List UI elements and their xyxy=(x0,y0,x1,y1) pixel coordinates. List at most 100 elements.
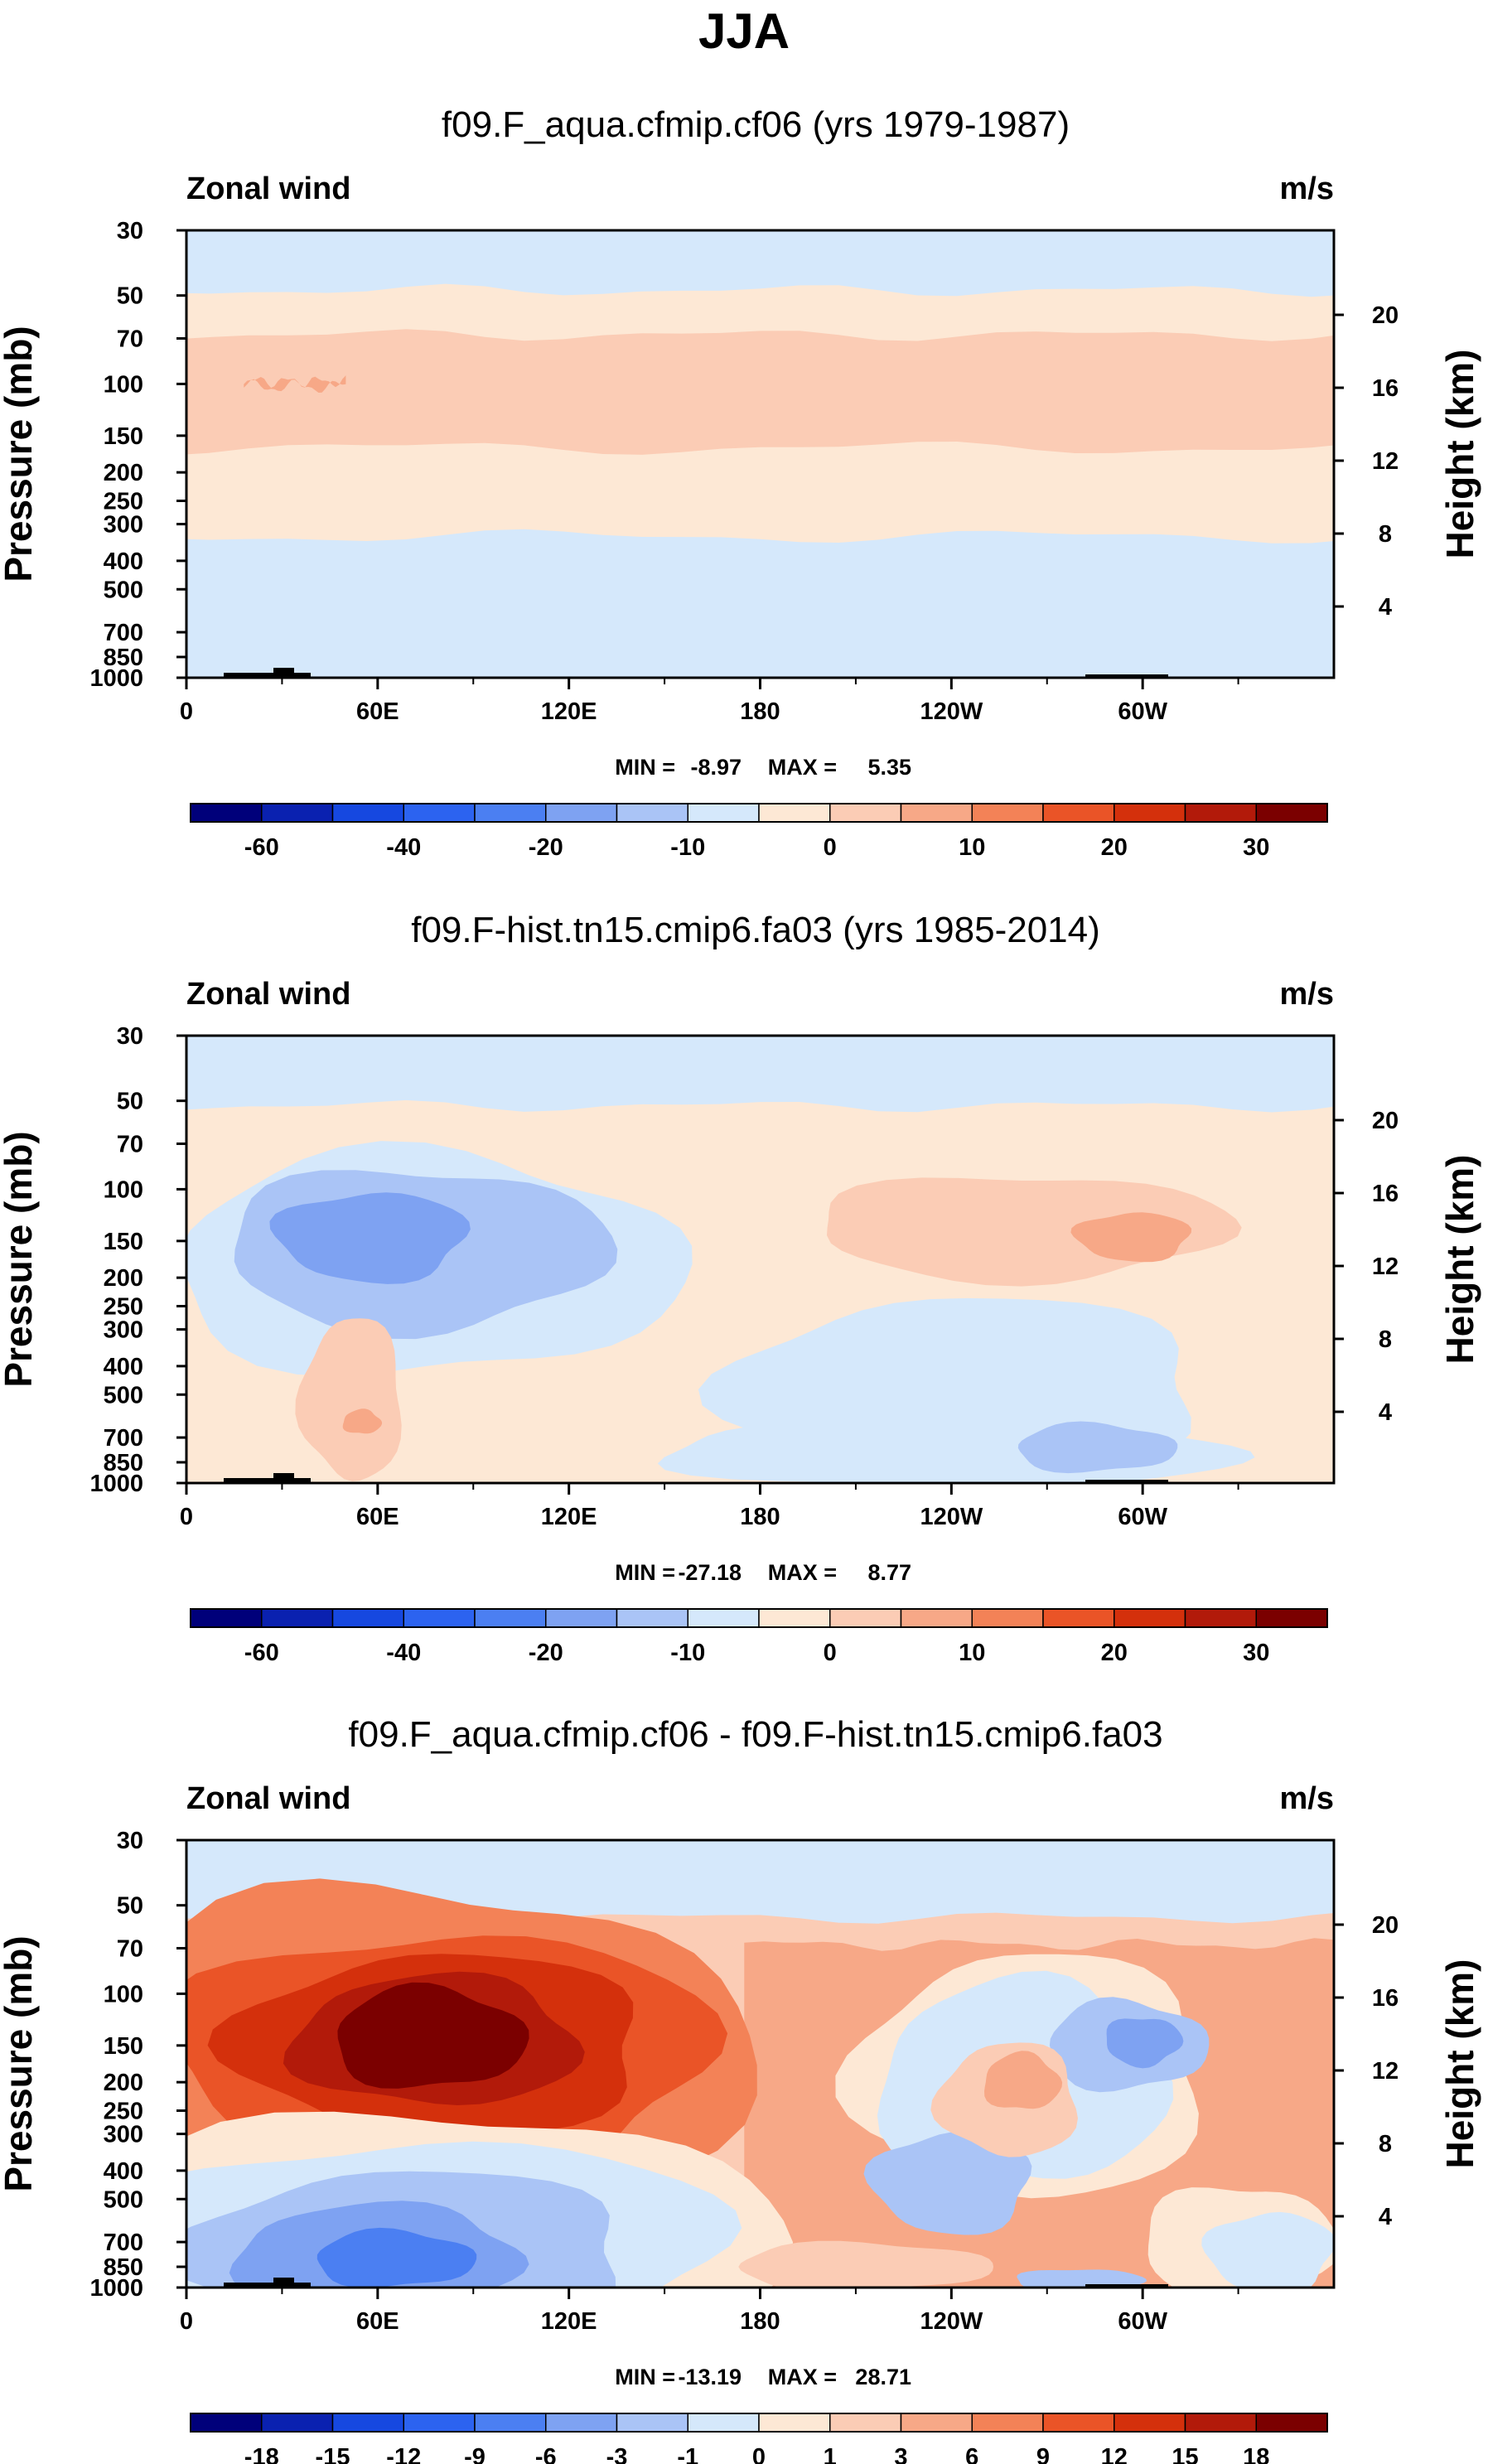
colorbar-label: 0 xyxy=(752,2444,766,2464)
units-label: m/s xyxy=(1280,172,1334,206)
colorbar-swatch xyxy=(474,803,547,823)
colorbar-swatch xyxy=(971,2413,1044,2433)
colorbar-label: 30 xyxy=(1243,1640,1269,1666)
x-tick-label: 0 xyxy=(180,2308,193,2335)
y-tick-label: 150 xyxy=(104,423,143,450)
y-tick-label: 700 xyxy=(104,2230,143,2256)
x-tick-label: 60W xyxy=(1118,698,1167,725)
contour-region xyxy=(863,2132,1032,2235)
height-tick-label: 4 xyxy=(1379,594,1392,621)
y-tick-label: 30 xyxy=(117,218,143,244)
topography-mark xyxy=(1085,1480,1168,1483)
height-tick-label: 8 xyxy=(1379,1326,1392,1353)
colorbar-label: 20 xyxy=(1101,834,1128,861)
x-tick-label: 180 xyxy=(740,2308,780,2335)
topography-mark xyxy=(273,668,294,674)
topography-mark xyxy=(224,1478,311,1483)
colorbar-swatch xyxy=(403,1608,476,1628)
height-tick-label: 16 xyxy=(1372,1181,1399,1207)
x-tick-label: 120E xyxy=(541,698,597,725)
max-label: MAX = xyxy=(768,755,837,780)
colorbar-label: -20 xyxy=(529,1640,563,1666)
figure-title: JJA xyxy=(698,3,790,59)
min-value: -8.97 xyxy=(690,755,742,780)
x-tick-label: 180 xyxy=(740,698,780,725)
colorbar-swatch xyxy=(190,1608,263,1628)
contour-band xyxy=(186,329,1334,455)
colorbar-swatch xyxy=(403,803,476,823)
colorbar-label: -18 xyxy=(244,2444,279,2464)
height-tick-label: 16 xyxy=(1372,1985,1399,2012)
height-tick-label: 16 xyxy=(1372,375,1399,402)
colorbar-swatch xyxy=(829,1608,902,1628)
y-tick-label: 400 xyxy=(104,548,143,575)
min-label: MIN = xyxy=(615,1560,675,1585)
colorbar-label: -10 xyxy=(670,834,705,861)
y-axis-label-right: Height (km) xyxy=(1438,1155,1481,1365)
x-tick-label: 60E xyxy=(356,2308,399,2335)
max-label: MAX = xyxy=(768,1560,837,1585)
colorbar-label: 0 xyxy=(824,1640,837,1666)
left-label: Zonal wind xyxy=(186,977,350,1012)
panel-title: f09.F_aqua.cfmip.cf06 - f09.F-hist.tn15.… xyxy=(348,1714,1162,1755)
colorbar-swatch xyxy=(331,1608,404,1628)
panel-title: f09.F_aqua.cfmip.cf06 (yrs 1979-1987) xyxy=(442,104,1070,145)
colorbar-swatch xyxy=(1184,803,1257,823)
colorbar-swatch xyxy=(1114,2413,1186,2433)
colorbar-label: -12 xyxy=(386,2444,421,2464)
plot-area xyxy=(186,230,1334,678)
colorbar-swatch xyxy=(1042,803,1115,823)
y-tick-label: 30 xyxy=(117,1023,143,1050)
contour-region xyxy=(1106,2018,1184,2069)
colorbar-label: -9 xyxy=(464,2444,486,2464)
colorbar-label: -15 xyxy=(316,2444,350,2464)
colorbar-swatch xyxy=(261,2413,334,2433)
colorbar-frame xyxy=(190,1608,1328,1628)
y-tick-label: 1000 xyxy=(89,2275,143,2302)
y-tick-label: 300 xyxy=(104,2122,143,2148)
contour-region xyxy=(1201,2211,1334,2288)
colorbar-swatch xyxy=(829,2413,902,2433)
contour-region xyxy=(984,2051,1063,2109)
x-tick-label: 0 xyxy=(180,1504,193,1530)
contour-band xyxy=(244,375,346,393)
contour-region xyxy=(1017,1421,1178,1474)
plot-area xyxy=(186,1036,1334,1483)
contour-region xyxy=(1070,1212,1192,1263)
colorbar-label: 9 xyxy=(1036,2444,1050,2464)
colorbar-swatch xyxy=(403,2413,476,2433)
y-axis-label-right: Height (km) xyxy=(1438,1959,1481,2169)
height-tick-label: 8 xyxy=(1379,521,1392,548)
contour-region xyxy=(738,2240,994,2288)
colorbar-swatch xyxy=(1255,1608,1328,1628)
x-tick-label: 120W xyxy=(920,1504,983,1530)
y-axis-label: Pressure (mb) xyxy=(0,326,40,582)
y-tick-label: 1000 xyxy=(89,665,143,692)
y-tick-label: 70 xyxy=(117,326,143,352)
units-label: m/s xyxy=(1280,977,1334,1012)
colorbar-label: -10 xyxy=(670,1640,705,1666)
colorbar-label: -60 xyxy=(244,834,279,861)
colorbar-swatch xyxy=(616,803,688,823)
colorbar-swatch xyxy=(190,2413,263,2433)
contour-region xyxy=(342,1408,382,1434)
height-tick-label: 20 xyxy=(1372,302,1399,329)
units-label: m/s xyxy=(1280,1781,1334,1816)
colorbar-swatch xyxy=(900,2413,973,2433)
max-value: 5.35 xyxy=(867,755,911,780)
y-tick-label: 300 xyxy=(104,512,143,539)
y-tick-label: 70 xyxy=(117,1935,143,1962)
colorbar-label: 10 xyxy=(959,834,985,861)
contour-region xyxy=(316,2227,477,2288)
colorbar-swatch xyxy=(829,803,902,823)
colorbar-label: 3 xyxy=(894,2444,907,2464)
contour-region xyxy=(337,1982,529,2089)
min-value: -27.18 xyxy=(678,1560,742,1585)
colorbar-swatch xyxy=(616,1608,688,1628)
colorbar-label: -1 xyxy=(677,2444,698,2464)
colorbar-swatch xyxy=(545,1608,618,1628)
colorbar-frame xyxy=(190,803,1328,823)
y-tick-label: 700 xyxy=(104,1425,143,1452)
y-tick-label: 500 xyxy=(104,577,143,603)
x-tick-label: 0 xyxy=(180,698,193,725)
